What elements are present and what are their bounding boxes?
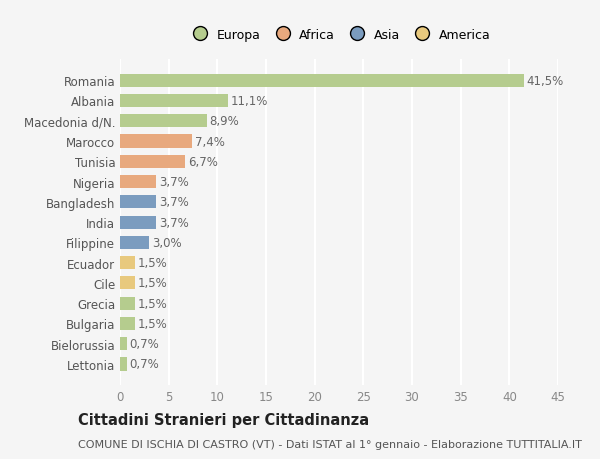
Bar xyxy=(120,358,127,371)
Bar xyxy=(120,317,134,330)
Text: 0,7%: 0,7% xyxy=(130,358,160,371)
Bar xyxy=(120,337,127,351)
Text: 0,7%: 0,7% xyxy=(130,337,160,350)
Text: 3,7%: 3,7% xyxy=(159,196,188,209)
Text: 41,5%: 41,5% xyxy=(527,74,564,88)
Text: 1,5%: 1,5% xyxy=(137,297,167,310)
Bar xyxy=(120,216,156,229)
Bar xyxy=(120,236,149,249)
Bar xyxy=(120,115,206,128)
Text: 11,1%: 11,1% xyxy=(231,95,268,108)
Text: 6,7%: 6,7% xyxy=(188,156,218,168)
Text: 7,4%: 7,4% xyxy=(195,135,225,148)
Bar xyxy=(120,196,156,209)
Text: 1,5%: 1,5% xyxy=(137,317,167,330)
Bar xyxy=(120,135,192,148)
Legend: Europa, Africa, Asia, America: Europa, Africa, Asia, America xyxy=(182,23,496,46)
Text: 3,7%: 3,7% xyxy=(159,216,188,229)
Text: 8,9%: 8,9% xyxy=(209,115,239,128)
Text: 3,7%: 3,7% xyxy=(159,176,188,189)
Text: Cittadini Stranieri per Cittadinanza: Cittadini Stranieri per Cittadinanza xyxy=(78,413,369,428)
Bar xyxy=(120,74,524,88)
Bar xyxy=(120,176,156,189)
Bar xyxy=(120,95,228,108)
Bar xyxy=(120,257,134,269)
Bar xyxy=(120,156,185,168)
Text: COMUNE DI ISCHIA DI CASTRO (VT) - Dati ISTAT al 1° gennaio - Elaborazione TUTTIT: COMUNE DI ISCHIA DI CASTRO (VT) - Dati I… xyxy=(78,440,582,449)
Bar xyxy=(120,297,134,310)
Text: 1,5%: 1,5% xyxy=(137,277,167,290)
Text: 1,5%: 1,5% xyxy=(137,257,167,269)
Bar xyxy=(120,277,134,290)
Text: 3,0%: 3,0% xyxy=(152,236,182,249)
